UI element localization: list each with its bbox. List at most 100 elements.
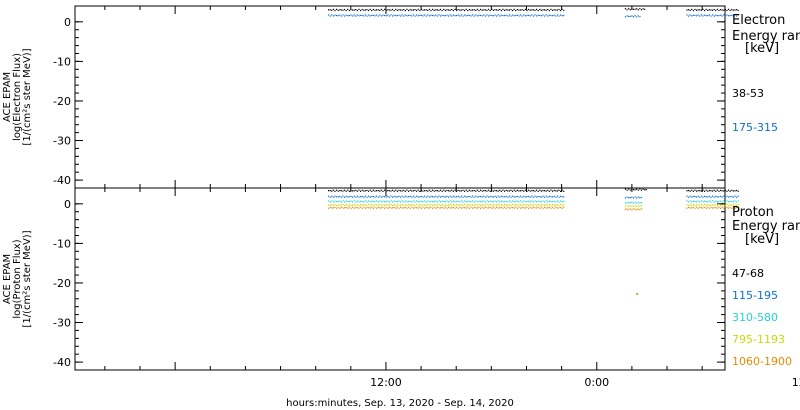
data-point	[548, 203, 550, 206]
data-point	[364, 195, 366, 197]
data-point	[419, 206, 421, 208]
data-point	[550, 8, 552, 10]
data-point	[409, 189, 411, 191]
data-point	[411, 190, 413, 192]
data-point	[523, 207, 525, 209]
data-point	[391, 204, 394, 207]
data-point	[439, 8, 442, 11]
data-point	[331, 200, 333, 202]
data-point	[439, 201, 442, 203]
data-point	[516, 195, 518, 198]
data-point	[451, 207, 453, 209]
data-point	[329, 190, 331, 192]
data-point	[460, 207, 462, 209]
data-point	[526, 206, 528, 208]
data-point	[531, 9, 533, 11]
data-point	[364, 14, 366, 16]
data-point	[705, 189, 707, 191]
data-point	[377, 189, 379, 192]
data-point	[558, 8, 560, 11]
data-point	[412, 200, 414, 202]
data-point	[358, 205, 360, 207]
data-point	[639, 197, 641, 199]
data-point	[708, 204, 710, 206]
data-point	[334, 190, 336, 192]
data-point	[359, 200, 362, 203]
data-point	[511, 200, 514, 202]
series-38-53	[327, 7, 739, 12]
data-point	[475, 9, 477, 12]
data-point	[640, 202, 643, 204]
data-point	[494, 200, 496, 202]
data-point	[380, 201, 382, 203]
data-point	[551, 15, 554, 17]
data-point	[367, 207, 370, 209]
data-point	[492, 15, 494, 17]
data-point	[457, 9, 459, 11]
data-point	[419, 200, 421, 202]
data-point	[451, 15, 453, 17]
data-point	[505, 204, 507, 206]
data-point	[470, 204, 472, 206]
data-point	[414, 9, 416, 11]
data-point	[363, 204, 365, 206]
data-point	[401, 195, 403, 197]
data-point	[703, 203, 706, 206]
data-point	[407, 200, 410, 203]
data-point	[393, 195, 395, 197]
data-point	[697, 204, 699, 206]
data-point	[524, 196, 526, 198]
data-point	[425, 15, 427, 17]
data-point	[358, 201, 360, 203]
data-point	[455, 200, 458, 203]
data-point	[335, 8, 338, 10]
data-point	[462, 207, 464, 209]
data-point	[379, 9, 381, 11]
data-point	[428, 8, 430, 10]
data-point	[340, 201, 342, 203]
data-point	[510, 189, 512, 191]
data-point	[422, 9, 424, 11]
data-point	[459, 15, 461, 17]
data-point	[715, 200, 717, 202]
data-point	[518, 9, 520, 11]
data-point	[542, 190, 544, 192]
data-point	[401, 190, 403, 192]
data-point	[710, 15, 712, 17]
data-point	[409, 8, 411, 11]
data-point	[499, 15, 501, 17]
data-point	[393, 14, 395, 16]
data-point	[629, 196, 631, 199]
data-point	[697, 200, 699, 202]
data-point	[551, 190, 554, 192]
data-point	[431, 200, 434, 203]
data-point	[430, 195, 432, 198]
data-point	[640, 208, 643, 210]
data-point	[529, 15, 531, 17]
data-point	[632, 208, 635, 210]
data-point	[439, 15, 442, 17]
data-point	[374, 201, 376, 203]
data-point	[624, 197, 627, 199]
data-point	[531, 14, 533, 16]
data-point	[436, 9, 438, 11]
data-point	[731, 14, 733, 16]
data-point	[686, 14, 688, 16]
data-point	[518, 196, 520, 198]
data-point	[380, 189, 382, 191]
data-point	[505, 9, 507, 11]
data-point	[695, 9, 698, 11]
data-point	[399, 196, 402, 198]
data-point	[369, 8, 371, 10]
data-point	[551, 204, 554, 206]
data-point	[355, 189, 357, 191]
data-point	[433, 15, 435, 17]
data-point	[447, 206, 450, 208]
data-point	[369, 201, 371, 203]
data-point	[563, 206, 565, 208]
data-point	[439, 189, 442, 191]
data-point	[407, 196, 410, 198]
data-point	[519, 207, 522, 209]
data-point	[502, 15, 504, 17]
data-point	[486, 14, 488, 16]
